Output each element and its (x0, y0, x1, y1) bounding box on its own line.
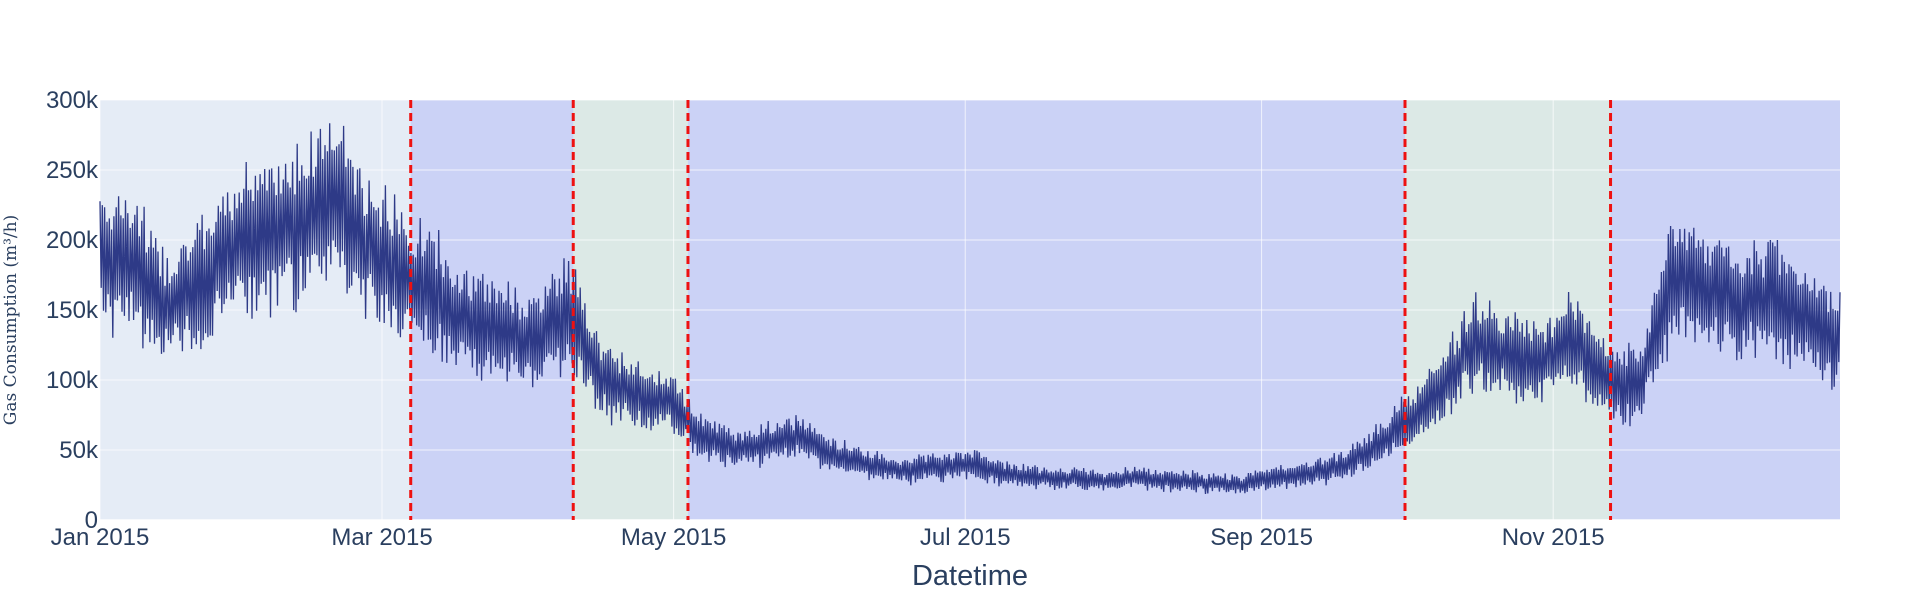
series-line-0 (99, 123, 1841, 495)
x-tick-label: Sep 2015 (1210, 524, 1313, 551)
y-axis-title: Gas Consumption (m³/h) (1, 215, 21, 425)
y-tick-label: 250k (46, 157, 99, 184)
x-axis: Jan 2015 Mar 2015 May 2015 Jul 2015 Sep 2015… (51, 524, 1605, 551)
x-tick-label: Jul 2015 (920, 524, 1011, 551)
series-layer (99, 123, 1841, 495)
y-tick-label: 50k (59, 437, 99, 464)
change-point-markers (409, 100, 1613, 520)
x-axis-title: Datetime (912, 560, 1028, 592)
y-tick-label: 300k (46, 87, 99, 114)
y-tick-label: 150k (46, 297, 99, 324)
x-tick-label: Mar 2015 (331, 524, 432, 551)
x-tick-label: Nov 2015 (1502, 524, 1605, 551)
gridlines (99, 99, 1840, 521)
x-tick-label: May 2015 (621, 524, 726, 551)
y-tick-label: 200k (46, 227, 99, 254)
y-axis: 0 50k 100k 150k 200k 250k 300k (46, 87, 99, 534)
y-tick-label: 100k (46, 367, 99, 394)
x-tick-label: Jan 2015 (51, 524, 150, 551)
y-tick-label: 0 (85, 507, 98, 534)
